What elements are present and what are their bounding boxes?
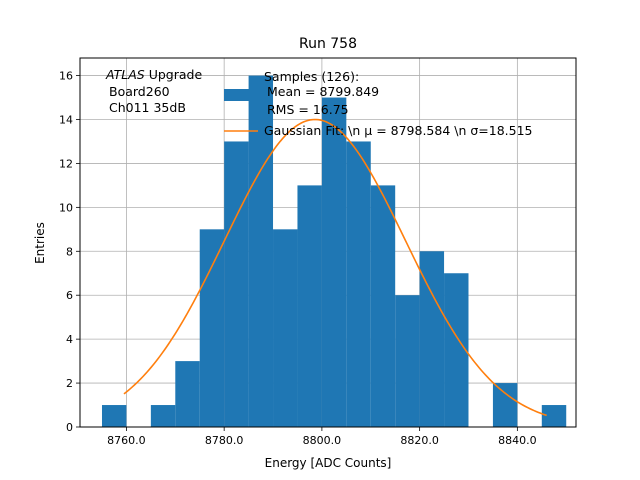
- histogram-bar: [346, 141, 371, 427]
- legend-samples-line3: RMS = 16.75: [267, 102, 349, 117]
- y-tick-label: 10: [59, 201, 73, 214]
- histogram-bar: [321, 97, 347, 428]
- histogram-bar: [224, 141, 249, 427]
- legend: Samples (126): Mean = 8799.849 RMS = 16.…: [224, 69, 533, 138]
- gaussian-fit-curve: [123, 118, 547, 417]
- y-tick-label: 8: [66, 245, 73, 258]
- gaussian-fit: [123, 118, 547, 417]
- annotation-channel: Ch011 35dB: [109, 100, 186, 115]
- histogram-bar: [297, 185, 322, 427]
- y-axis-ticks: 0 2 4 6 8 10 12 14 16: [59, 70, 80, 434]
- y-tick-label: 6: [66, 289, 73, 302]
- annotation-board: Board260: [109, 84, 170, 99]
- legend-fit-label: Gaussian Fit: \n μ = 8798.584 \n σ=18.51…: [264, 123, 533, 138]
- histogram-bar: [370, 185, 396, 427]
- x-axis-ticks: 8760.0 8780.0 8800.0 8820.0 8840.0: [107, 427, 537, 447]
- atlas-annotation: ATLAS Upgrade Board260 Ch011 35dB: [105, 67, 202, 115]
- x-tick-label: 8820.0: [400, 434, 439, 447]
- histogram-bar: [175, 361, 200, 427]
- legend-samples-line2: Mean = 8799.849: [267, 84, 379, 99]
- annotation-line-1: ATLAS Upgrade: [105, 67, 202, 82]
- histogram-bar: [150, 405, 176, 427]
- y-tick-label: 14: [59, 114, 73, 127]
- x-tick-label: 8780.0: [205, 434, 244, 447]
- y-tick-label: 0: [66, 421, 73, 434]
- y-tick-label: 2: [66, 377, 73, 390]
- histogram-bar: [248, 75, 274, 428]
- histogram-bar: [273, 229, 298, 427]
- y-tick-label: 4: [66, 333, 73, 346]
- annotation-upgrade: Upgrade: [149, 67, 203, 82]
- y-tick-label: 12: [59, 157, 73, 170]
- legend-samples-swatch: [224, 89, 258, 101]
- legend-samples-line1: Samples (126):: [264, 69, 359, 84]
- annotation-experiment: ATLAS: [105, 67, 145, 82]
- x-axis-label: Energy [ADC Counts]: [265, 456, 392, 470]
- y-axis-label: Entries: [33, 222, 47, 264]
- x-tick-label: 8760.0: [107, 434, 146, 447]
- x-tick-label: 8800.0: [303, 434, 342, 447]
- histogram-bars: [101, 75, 567, 428]
- histogram-bar: [419, 251, 445, 427]
- histogram-bar: [541, 405, 567, 427]
- y-tick-label: 16: [59, 70, 73, 83]
- histogram-bar: [444, 273, 469, 427]
- histogram-bar: [199, 229, 225, 427]
- histogram-bar: [395, 295, 420, 427]
- x-tick-label: 8840.0: [498, 434, 537, 447]
- chart-title: Run 758: [299, 36, 357, 52]
- histogram-bar: [492, 383, 518, 427]
- histogram-bar: [101, 405, 127, 427]
- axes-frame: [79, 57, 577, 428]
